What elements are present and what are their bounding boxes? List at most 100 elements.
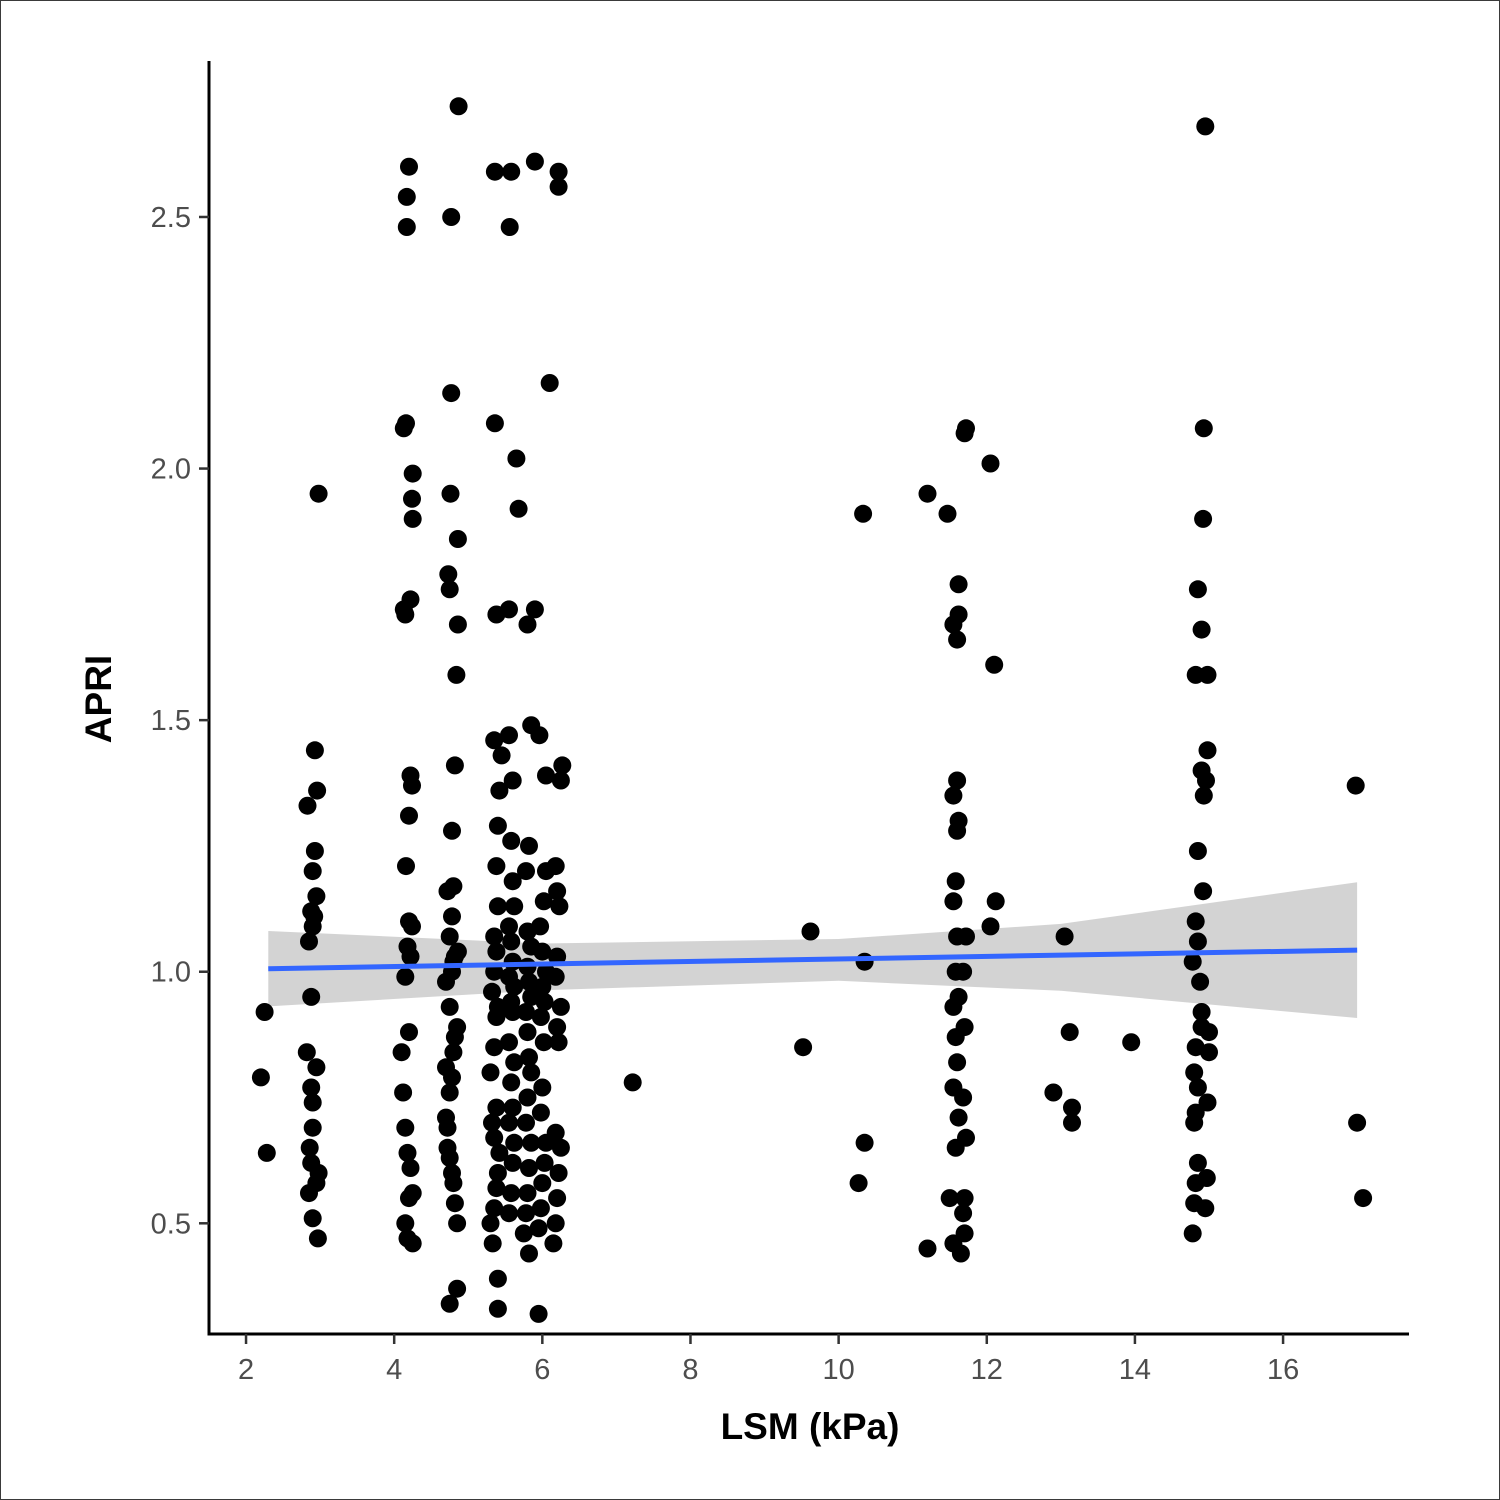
data-point [401,590,420,609]
data-point [955,1224,974,1243]
regression-line [268,947,1358,972]
data-point [309,1164,328,1182]
data-point [445,756,464,775]
data-point [1188,842,1207,860]
data-point [1348,1113,1367,1132]
data-point [1196,117,1215,136]
data-point [396,1118,415,1137]
data-point [955,1018,974,1037]
data-point [957,419,975,438]
data-point [300,932,318,951]
data-point [957,1128,975,1147]
data-point [502,162,521,181]
data-point [298,796,317,815]
data-point [1188,1078,1207,1097]
data-point [483,982,501,1001]
data-point [487,1179,506,1198]
data-point [485,1128,504,1147]
data-point [397,414,415,433]
data-point [485,1038,504,1057]
data-point [403,1184,422,1203]
data-point [520,836,538,855]
data-point [940,1189,959,1208]
data-point [948,1053,967,1072]
x-tick-label: 16 [1267,1354,1299,1386]
data-point [442,384,461,403]
data-point [1192,1003,1211,1021]
data-point [520,1048,538,1067]
data-point [918,484,937,503]
data-point [548,1189,567,1208]
data-point [544,1234,563,1253]
data-point [502,831,521,850]
data-point [449,97,468,116]
y-tick-label: 1.5 [151,705,191,737]
data-point [502,932,521,951]
data-point [401,1159,420,1177]
data-point [488,1164,507,1182]
points-layer [251,97,1373,1323]
data-point [303,862,322,881]
data-point [303,1118,322,1137]
data-point [535,992,554,1011]
data-point [500,967,518,986]
data-point [443,907,461,926]
y-tick-label: 0.5 [151,1208,191,1240]
x-tick-label: 2 [238,1354,254,1386]
data-point [1188,932,1207,951]
x-tick-label: 12 [971,1354,1003,1386]
data-point [531,1103,550,1122]
data-point [505,1053,524,1072]
data-point [1188,1153,1207,1172]
data-point [503,872,522,891]
data-point [1194,419,1213,438]
data-point [397,218,416,236]
data-point [1200,1043,1218,1062]
data-point [440,1083,459,1102]
data-point [440,1148,459,1167]
data-point [525,600,544,619]
data-point [448,942,467,961]
data-point [396,967,415,986]
data-point [490,1143,509,1162]
data-point [255,1003,274,1021]
data-point [443,1068,461,1087]
data-point [546,1123,565,1142]
data-point [986,892,1005,911]
data-point [1063,1098,1081,1117]
data-point [483,1234,502,1253]
x-axis-title: LSM (kPa) [721,1406,900,1447]
data-point [531,1199,550,1218]
data-point [483,1113,501,1132]
data-point [1197,771,1215,790]
data-point [485,731,504,750]
data-point [305,842,324,860]
data-point [546,1214,565,1233]
data-point [297,1043,316,1062]
data-point [441,484,460,503]
data-point [490,781,509,800]
data-point [948,771,967,790]
data-point [488,816,507,835]
data-point [487,857,506,876]
data-point [985,655,1004,674]
data-point [500,600,518,619]
data-point [398,937,417,956]
data-point [955,1189,974,1208]
data-point [1194,786,1213,805]
data-point [549,162,568,181]
y-axis-title: APRI [78,655,119,743]
x-tick-label: 14 [1119,1354,1151,1386]
data-point [1197,1169,1216,1187]
data-point [305,907,324,926]
data-point [509,499,528,518]
data-point [400,157,418,176]
data-point [502,1073,521,1092]
data-point [503,1098,522,1117]
data-point [849,1174,868,1193]
data-point [492,746,511,765]
data-point [505,897,524,916]
data-point [533,1078,552,1097]
data-point [948,630,967,649]
data-point [954,1088,973,1107]
